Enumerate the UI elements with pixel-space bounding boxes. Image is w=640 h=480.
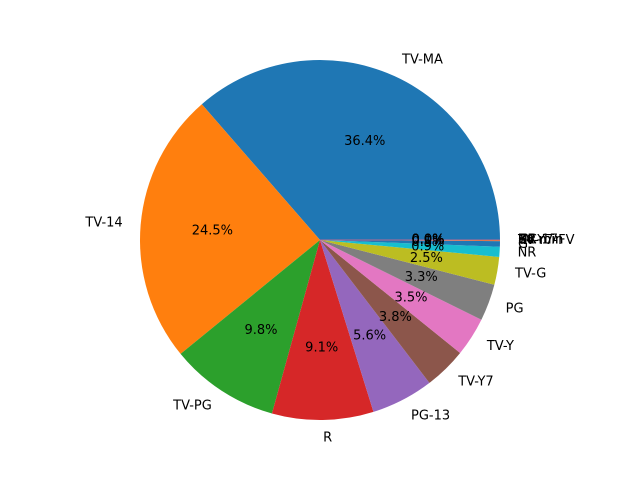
pie-slices [140,59,500,420]
slice-label-pg-13: PG-13 [411,408,450,423]
slice-label-tv-14: TV-14 [84,216,122,231]
slice-label-ur: UR [518,233,537,248]
slice-percent-tv-y7-fv: 0.1% [411,233,444,248]
slice-percent-66-min: 0.0% [411,233,444,248]
slice-label-84-min: 84 min [518,233,563,248]
slice-percent-84-min: 0.0% [411,233,444,248]
slice-percent-tv-y: 3.5% [394,291,427,306]
slice-label-tv-ma: TV-MA [401,52,443,67]
slice-percent-nr: 0.9% [411,240,444,255]
slice-label-tv-pg: TV-PG [172,398,212,413]
pie-slice-tv-pg [180,240,320,414]
pie-slice-pg-13 [320,240,430,412]
slice-percent-g: 0.5% [411,235,444,250]
slice-percent-tv-14: 24.5% [192,223,233,238]
slice-percent-nc-17: 0.0% [411,233,444,248]
slice-label-r: R [323,430,332,445]
pie-slice-r [271,240,374,420]
pie-slice-tv-14 [140,104,320,354]
slice-label-pg: PG [506,301,524,316]
slice-label-tv-y7: TV-Y7 [457,374,493,389]
slice-percent-pg: 3.3% [405,270,438,285]
slice-percent-pg-13: 5.6% [353,328,386,343]
slice-percent-tv-y7: 3.8% [379,310,412,325]
slice-label-g: G [518,237,528,252]
pie-slice-tv-ma [201,59,500,241]
slice-percent-tv-ma: 36.4% [344,134,385,149]
pie-slice-tv-g [320,240,500,285]
slice-percent-tv-g: 2.5% [410,251,443,266]
slice-label-74-min: 74 min [518,233,563,248]
slice-label-nc-17: NC-17 [518,233,558,248]
pie-slice-pg [320,240,495,320]
slice-label-tv-g: TV-G [514,267,546,282]
slice-label-66-min: 66 min [518,233,563,248]
pie-slice-nr [320,240,500,257]
slice-percent-r: 9.1% [305,340,338,355]
slice-percent-74-min: 0.0% [411,233,444,248]
pie-slice-tv-y [320,240,482,353]
pie-slice-g [320,240,500,247]
slice-percent-ur: 0.0% [411,233,444,248]
slice-label-tv-y7-fv: TV-Y7-FV [517,233,575,248]
pie-labels: TV-MA 36.4% TV-14 24.5% TV-PG 9.8% R 9.1% PG-13 5… [84,52,574,445]
pie-slice-tv-y7 [320,240,461,383]
slice-label-tv-y: TV-Y [486,339,514,354]
slice-percent-tv-pg: 9.8% [244,323,277,338]
slice-label-nr: NR [518,246,537,261]
